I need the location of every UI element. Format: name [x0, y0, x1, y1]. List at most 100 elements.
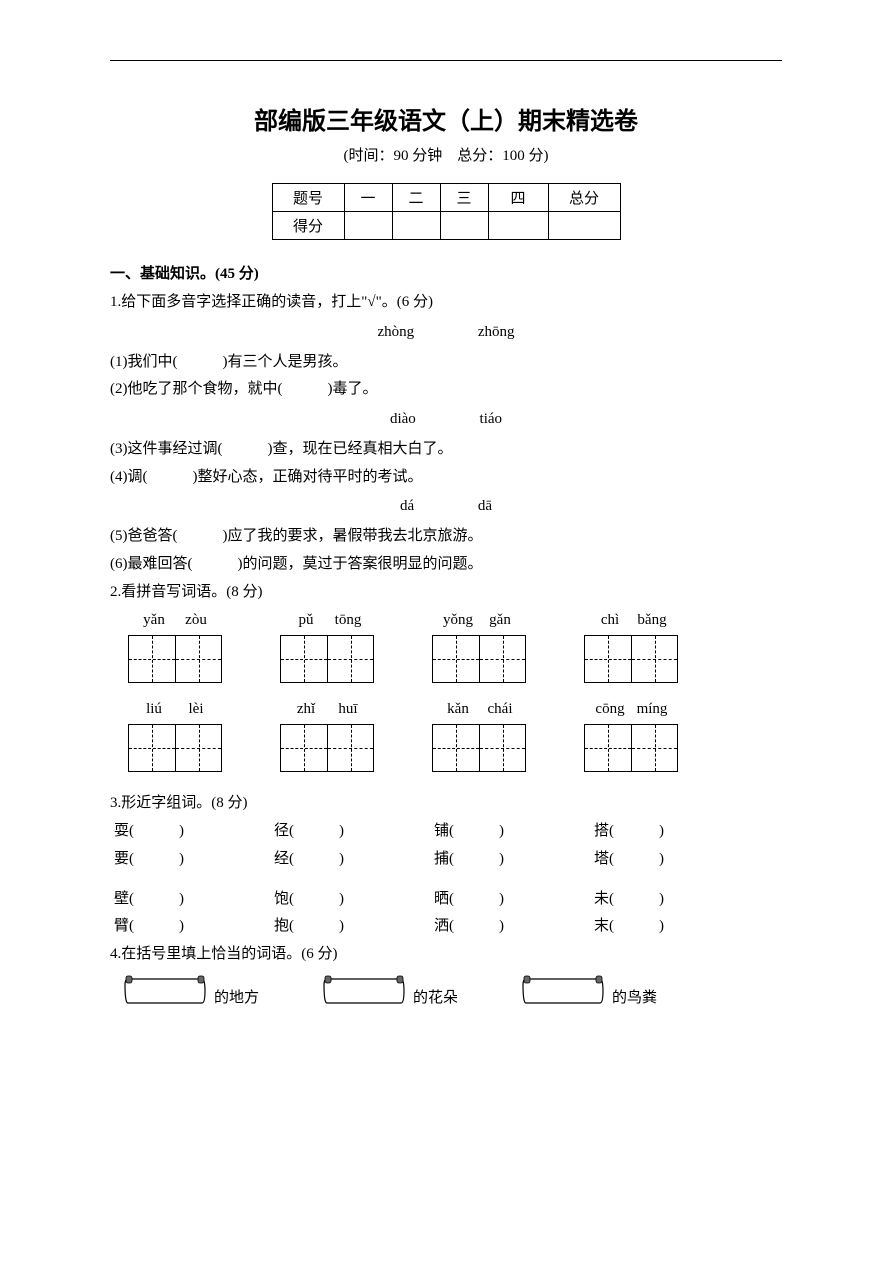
tianzi-cell [281, 636, 327, 682]
scroll-icon [518, 973, 608, 1007]
tianzi-box [584, 635, 678, 683]
tianzi-cell [327, 636, 373, 682]
score-col: 四 [488, 184, 548, 212]
q3-cell: 要( ) [114, 846, 274, 874]
q3-cell: 捕( ) [434, 846, 594, 874]
pinyin-option: tiáo [480, 406, 503, 434]
scroll-label: 的地方 [214, 986, 259, 1007]
tianzi-box [280, 724, 374, 772]
tianzi-cell [281, 725, 327, 771]
tianzi-cell [129, 636, 175, 682]
tianzi-cell [175, 725, 221, 771]
tianzi-row: yǎnzòu pǔtōng yǒnggǎn chìbǎng [128, 612, 782, 683]
tianzi-item: yǒnggǎn [432, 612, 526, 683]
tianzi-item: liúlèi [128, 701, 222, 772]
tianzi-cell [433, 725, 479, 771]
q4-prompt: 4.在括号里填上恰当的词语。(6 分) [110, 941, 782, 969]
q3-row: 壁( ) 饱( ) 晒( ) 未( ) [114, 886, 782, 914]
tianzi-pinyin: yǒnggǎn [432, 612, 526, 629]
q1-line: (6)最难回答( )的问题，莫过于答案很明显的问题。 [110, 551, 782, 579]
pinyin-option: diào [390, 406, 416, 434]
q3-cell: 塔( ) [594, 846, 754, 874]
q3-cell: 壁( ) [114, 886, 274, 914]
tianzi-item: chìbǎng [584, 612, 678, 683]
q1-line: (4)调( )整好心态，正确对待平时的考试。 [110, 464, 782, 492]
score-table: 题号 一 二 三 四 总分 得分 [272, 183, 621, 240]
score-header-label: 题号 [272, 184, 344, 212]
q3-cell: 臂( ) [114, 913, 274, 941]
table-row: 得分 [272, 212, 620, 240]
score-cell [488, 212, 548, 240]
score-col: 二 [392, 184, 440, 212]
section-heading: 一、基础知识。(45 分) [110, 262, 782, 283]
tianzi-pinyin: cōngmíng [584, 701, 678, 718]
q1-line: (1)我们中( )有三个人是男孩。 [110, 349, 782, 377]
tianzi-item: kǎnchái [432, 701, 526, 772]
scroll-icon [319, 973, 409, 1007]
pinyin-option: zhòng [377, 319, 414, 347]
tianzi-cell [129, 725, 175, 771]
tianzi-box [432, 724, 526, 772]
tianzi-cell [175, 636, 221, 682]
tianzi-cell [631, 636, 677, 682]
scroll-icon [120, 973, 210, 1007]
scroll-row: 的地方 的花朵 的鸟粪 [120, 973, 782, 1007]
q2-prompt: 2.看拼音写词语。(8 分) [110, 579, 782, 607]
tianzi-pinyin: chìbǎng [584, 612, 678, 629]
tianzi-cell [433, 636, 479, 682]
pinyin-option: dá [400, 493, 414, 521]
score-cell [392, 212, 440, 240]
q3-cell: 洒( ) [434, 913, 594, 941]
q3-cell: 末( ) [594, 913, 754, 941]
q3-row: 要( ) 经( ) 捕( ) 塔( ) [114, 846, 782, 874]
tianzi-item: zhǐhuī [280, 701, 374, 772]
tianzi-pinyin: zhǐhuī [280, 701, 374, 718]
score-cell [440, 212, 488, 240]
tianzi-row: liúlèi zhǐhuī kǎnchái cōngmíng [128, 701, 782, 772]
score-row-label: 得分 [272, 212, 344, 240]
q3-prompt: 3.形近字组词。(8 分) [110, 790, 782, 818]
tianzi-item: pǔtōng [280, 612, 374, 683]
pinyin-option: zhōng [478, 319, 515, 347]
tianzi-pinyin: kǎnchái [432, 701, 526, 718]
q1-line: (5)爸爸答( )应了我的要求，暑假带我去北京旅游。 [110, 523, 782, 551]
q3-cell: 晒( ) [434, 886, 594, 914]
page-title: 部编版三年级语文（上）期末精选卷 [110, 101, 782, 136]
tianzi-cell [585, 725, 631, 771]
q1-pinyin-row: diào tiáo [110, 406, 782, 434]
tianzi-pinyin: pǔtōng [280, 612, 374, 629]
q3-grid: 耍( ) 径( ) 铺( ) 搭( ) 要( ) 经( ) 捕( ) 塔( ) … [114, 818, 782, 941]
q1-line: (3)这件事经过调( )查，现在已经真相大白了。 [110, 436, 782, 464]
tianzi-cell [327, 725, 373, 771]
pinyin-option: dā [478, 493, 492, 521]
tianzi-pinyin: yǎnzòu [128, 612, 222, 629]
table-row: 题号 一 二 三 四 总分 [272, 184, 620, 212]
q3-cell: 搭( ) [594, 818, 754, 846]
tianzi-item: cōngmíng [584, 701, 678, 772]
top-rule [110, 60, 782, 61]
score-cell [548, 212, 620, 240]
tianzi-cell [479, 636, 525, 682]
q1-prompt: 1.给下面多音字选择正确的读音，打上"√"。(6 分) [110, 289, 782, 317]
page-subtitle: (时间：90 分钟 总分：100 分) [110, 144, 782, 165]
q3-cell: 抱( ) [274, 913, 434, 941]
tianzi-pinyin: liúlèi [128, 701, 222, 718]
q1-pinyin-row: dá dā [110, 493, 782, 521]
tianzi-box [128, 724, 222, 772]
tianzi-box [432, 635, 526, 683]
tianzi-box [584, 724, 678, 772]
q3-cell: 耍( ) [114, 818, 274, 846]
q3-cell: 铺( ) [434, 818, 594, 846]
scroll-label: 的鸟粪 [612, 986, 657, 1007]
tianzi-cell [585, 636, 631, 682]
tianzi-box [128, 635, 222, 683]
scroll-item: 的鸟粪 [518, 973, 657, 1007]
score-col: 一 [344, 184, 392, 212]
score-col: 三 [440, 184, 488, 212]
score-col: 总分 [548, 184, 620, 212]
tianzi-box [280, 635, 374, 683]
q3-cell: 饱( ) [274, 886, 434, 914]
score-cell [344, 212, 392, 240]
q3-cell: 径( ) [274, 818, 434, 846]
q3-row: 耍( ) 径( ) 铺( ) 搭( ) [114, 818, 782, 846]
